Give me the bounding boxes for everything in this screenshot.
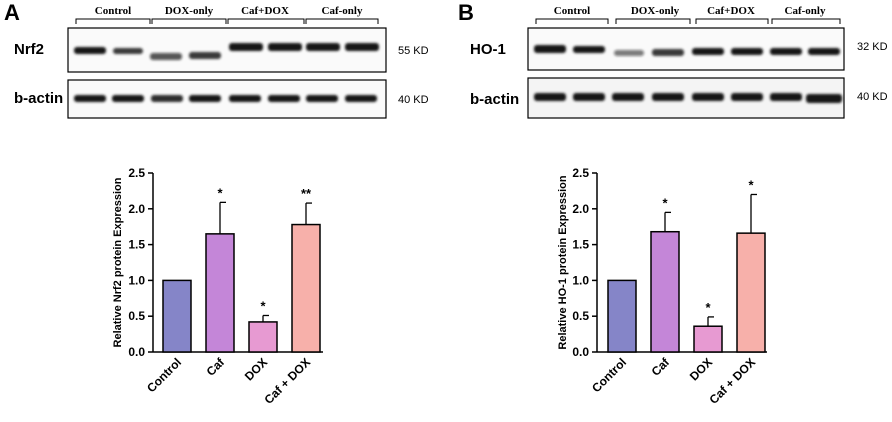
y-axis-label: Relative HO-1 protein Expression [557, 175, 569, 349]
y-tick-label: 2.5 [128, 166, 145, 180]
y-tick-label: 1.5 [572, 238, 589, 252]
chart-a-nrf2: 0.0 0.5 1.0 1.5 2.0 2.5 Relative Nrf2 protein … [112, 166, 323, 407]
blot-band [345, 95, 377, 102]
blot-band [150, 53, 182, 60]
x-category-label: Control [589, 355, 629, 395]
panel-b-group-label: Control [554, 5, 590, 17]
y-tick-label: 1.5 [128, 238, 145, 252]
panel-b-ho1-bands [534, 45, 840, 56]
y-tick-label: 0.0 [572, 345, 589, 359]
blot-band [113, 48, 143, 54]
blot-band [808, 48, 840, 55]
y-tick-label: 2.0 [128, 202, 145, 216]
blot-band [692, 48, 724, 55]
blot-band [268, 43, 302, 51]
panel-a-nrf2-label: Nrf2 [14, 41, 44, 58]
panel-a-bactin-kd: 40 KD [398, 94, 429, 106]
blot-band [534, 93, 566, 101]
panel-a-group-label: Caf+DOX [241, 5, 289, 17]
blot-band [229, 95, 261, 102]
blot-band [189, 95, 221, 102]
y-tick-label: 2.5 [572, 166, 589, 180]
significance-marker: * [705, 300, 711, 315]
panel-a-letter: A [4, 0, 20, 25]
y-tick-label: 0.0 [128, 345, 145, 359]
panel-a-group-label: DOX-only [165, 5, 214, 17]
blot-band [652, 93, 684, 101]
panel-b-bactin-label: b-actin [470, 91, 519, 108]
blot-band [612, 93, 644, 101]
blot-band [112, 95, 144, 102]
blot-band [573, 46, 605, 53]
blot-band [534, 45, 566, 53]
x-category-label: Caf [649, 355, 673, 379]
blot-band [74, 47, 106, 54]
panel-b-blots: B Control DOX-only Caf+DOX Caf-only HO-1… [458, 0, 888, 119]
y-axis-label: Relative Nrf2 protein Expression [112, 177, 124, 347]
x-category-label: Caf + DOX [706, 355, 758, 407]
panel-a-nrf2-kd: 55 KD [398, 45, 429, 57]
blot-band [573, 93, 605, 101]
blot-band [345, 43, 379, 51]
blot-band [806, 94, 842, 103]
panel-a-blots: A Control DOX-only Caf+DOX Caf-only Nrf2… [4, 0, 429, 119]
blot-band [652, 49, 684, 56]
panel-b-ho1-label: HO-1 [470, 41, 506, 58]
y-tick-label: 1.0 [128, 273, 145, 287]
significance-marker: ** [301, 186, 312, 201]
panel-a-bactin-label: b-actin [14, 90, 63, 107]
bar [736, 232, 766, 353]
blot-band [731, 93, 763, 101]
panel-a-group-brackets [75, 18, 379, 24]
blot-band [229, 43, 263, 51]
y-tick-label: 0.5 [128, 309, 145, 323]
blot-band [770, 93, 802, 101]
bar [650, 230, 680, 353]
significance-marker: * [662, 195, 668, 210]
x-category-label: Caf + DOX [261, 355, 313, 407]
panel-b-group-brackets [535, 18, 841, 24]
blot-band [770, 48, 802, 55]
panel-b-group-label: Caf+DOX [707, 5, 755, 17]
blot-band [306, 43, 340, 51]
bar [162, 279, 192, 353]
x-category-label: Control [144, 355, 184, 395]
significance-marker: * [217, 185, 223, 200]
blot-band [151, 95, 183, 102]
y-tick-label: 2.0 [572, 202, 589, 216]
blot-band [692, 93, 724, 101]
panel-b-bactin-kd: 40 KD [857, 91, 888, 103]
panel-a-bactin-bands [74, 95, 377, 102]
blot-band [74, 95, 106, 102]
panel-b-group-label: DOX-only [631, 5, 680, 17]
panel-b-ho1-kd: 32 KD [857, 41, 888, 53]
panel-a-group-label: Caf-only [322, 5, 363, 17]
panel-b-bactin-bands [534, 93, 842, 103]
blot-band [189, 52, 221, 59]
bar [205, 233, 235, 353]
x-category-label: Caf [204, 355, 228, 379]
significance-marker: * [260, 298, 266, 313]
blot-band [268, 95, 300, 102]
panel-a-group-label: Control [95, 5, 131, 17]
blot-band [306, 95, 338, 102]
y-tick-label: 0.5 [572, 309, 589, 323]
significance-marker: * [748, 177, 754, 192]
bar [291, 223, 321, 353]
panel-b-group-label: Caf-only [785, 5, 826, 17]
bar [248, 321, 278, 353]
blot-band [731, 48, 763, 55]
x-category-label: DOX [687, 355, 715, 383]
panel-b-letter: B [458, 0, 474, 25]
panel-a-nrf2-bands [74, 43, 379, 60]
blot-band [614, 50, 644, 56]
bar [607, 279, 637, 353]
x-category-label: DOX [242, 355, 270, 383]
y-tick-label: 1.0 [572, 273, 589, 287]
bar [693, 325, 723, 353]
